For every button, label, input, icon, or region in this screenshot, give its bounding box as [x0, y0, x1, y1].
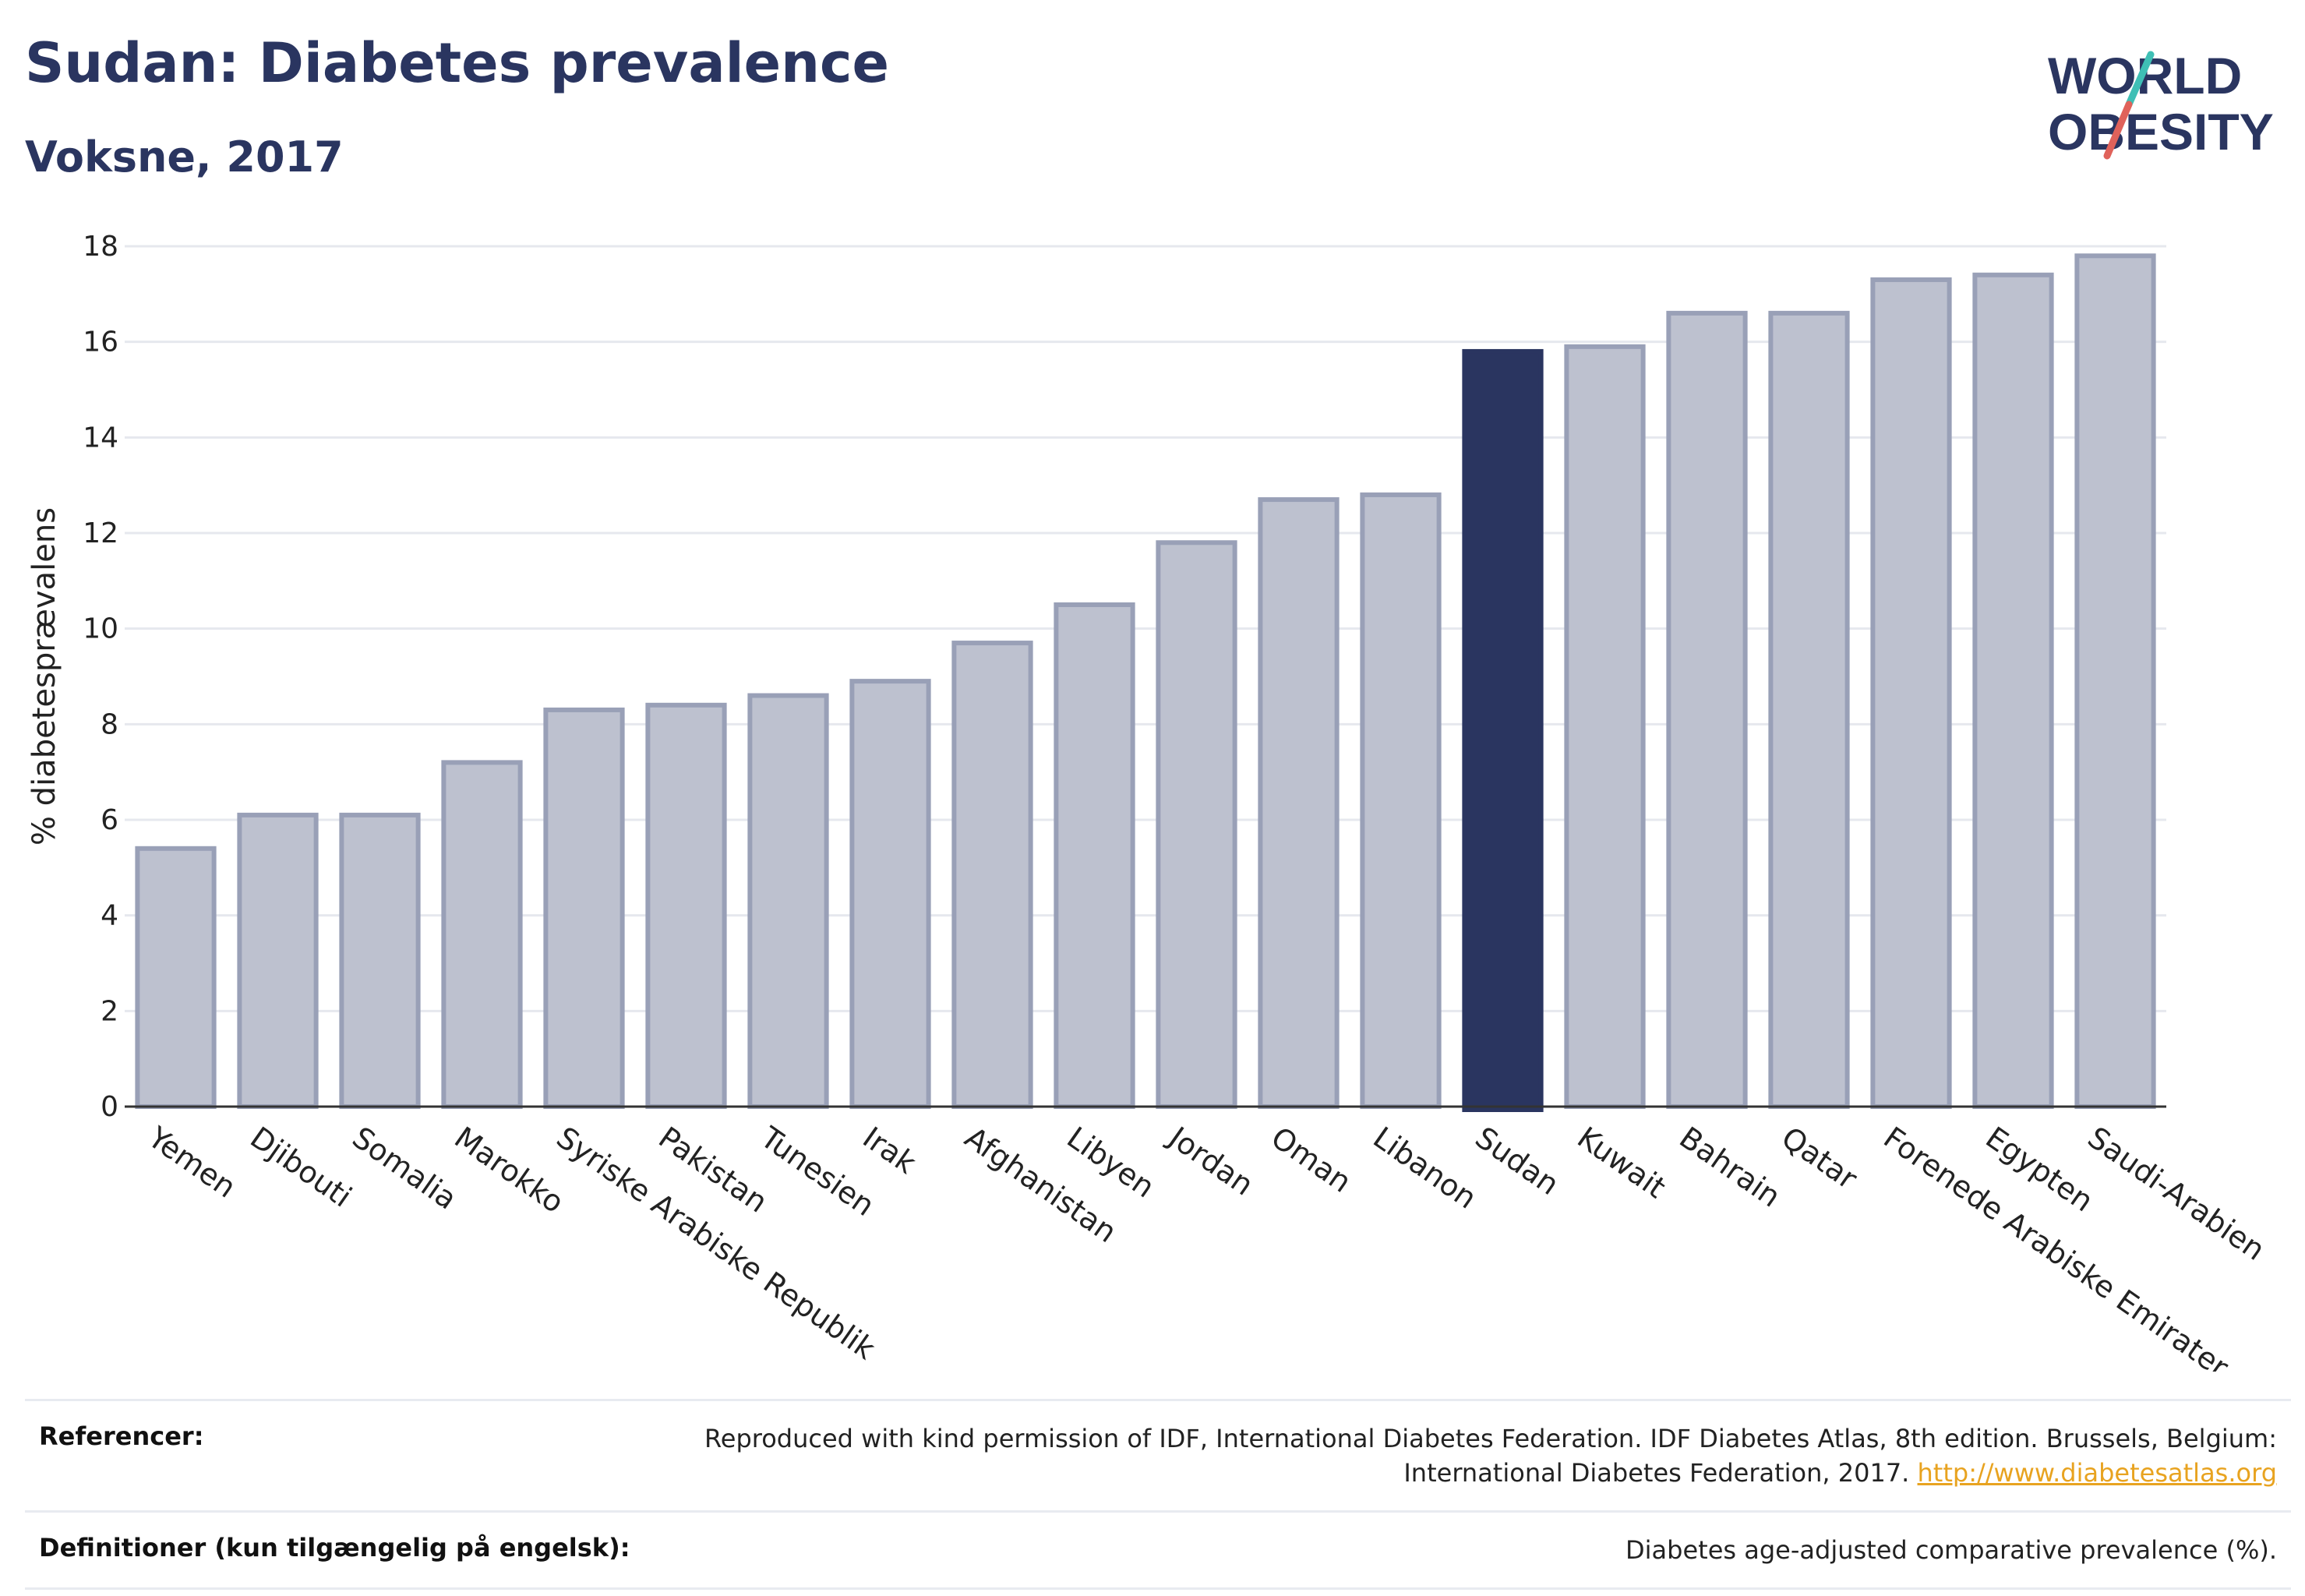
bar — [543, 707, 625, 1110]
bar — [339, 812, 421, 1109]
bar — [1768, 310, 1850, 1110]
y-tick-label: 2 — [101, 995, 118, 1027]
definitions-value: Diabetes age-adjusted comparative preval… — [1626, 1535, 2277, 1565]
references-row: Referencer: Reproduced with kind permiss… — [25, 1399, 2291, 1510]
chart-title: Sudan: Diabetes prevalence — [25, 31, 889, 95]
y-tick-label: 18 — [83, 231, 118, 263]
y-tick-label: 10 — [83, 613, 118, 645]
references-table: Referencer: Reproduced with kind permiss… — [25, 1399, 2291, 1590]
bar — [1054, 602, 1135, 1109]
y-tick-label: 16 — [83, 327, 118, 358]
references-text: Reproduced with kind permission of IDF, … — [704, 1424, 2277, 1488]
bar — [1360, 492, 1442, 1109]
chart-subtitle: Voksne, 2017 — [25, 132, 344, 182]
y-tick-label: 12 — [83, 517, 118, 549]
x-tick-label: Djibouti — [244, 1120, 358, 1214]
bar-chart: 0 2 4 6 8 10 12 14 16 18 Yemen DjiboutiSomaliaMaro… — [26, 231, 2271, 1372]
definitions-label: Definitioner (kun tilgængelig på engelsk… — [39, 1533, 630, 1562]
bar — [1666, 310, 1748, 1110]
bar — [1870, 277, 1952, 1109]
y-axis-ticks: 0 2 4 6 8 10 12 14 16 18 — [83, 231, 118, 1123]
logo-slash-red — [2103, 101, 2133, 160]
bar — [849, 679, 931, 1109]
references-label: Referencer: — [39, 1421, 204, 1451]
definitions-row: Definitioner (kun tilgængelig på engelsk… — [25, 1510, 2291, 1590]
logo-slash-teal — [2125, 51, 2155, 108]
x-tick-label: Bahrain — [1673, 1120, 1787, 1213]
y-tick-label: 0 — [101, 1091, 118, 1123]
y-tick-label: 4 — [101, 900, 118, 932]
bar-highlighted — [1462, 348, 1544, 1112]
x-tick-label: Somalia — [346, 1120, 463, 1216]
y-axis-label: % diabetesprævalens — [26, 507, 62, 846]
x-tick-label: Oman — [1265, 1120, 1357, 1199]
bar — [1972, 272, 2054, 1109]
bar — [747, 693, 829, 1109]
x-tick-label: Marokko — [448, 1120, 570, 1220]
y-tick-label: 6 — [101, 804, 118, 836]
bar — [135, 846, 217, 1109]
x-tick-label: Kuwait — [1571, 1120, 1671, 1205]
bar — [1156, 540, 1237, 1109]
bar — [441, 760, 523, 1110]
bar — [1258, 497, 1340, 1110]
bar — [645, 702, 727, 1109]
x-tick-label: Qatar — [1775, 1120, 1863, 1196]
bar — [951, 641, 1033, 1109]
x-tick-label: Forenede Arabiske Emirater — [1877, 1120, 2235, 1372]
x-tick-label: Irak — [856, 1120, 922, 1180]
world-obesity-logo: WORLD OBESITY — [2048, 47, 2274, 161]
references-link[interactable]: http://www.diabetesatlas.org — [1917, 1458, 2277, 1488]
x-tick-label: Yemen — [142, 1120, 242, 1205]
x-tick-label: Saudi-Arabien — [2081, 1120, 2271, 1267]
references-value: Reproduced with kind permission of IDF, … — [679, 1421, 2277, 1490]
y-tick-label: 8 — [101, 708, 118, 740]
bar — [1564, 344, 1646, 1110]
logo-line-obesity: OBESITY — [2048, 103, 2274, 161]
x-tick-label: Tunesien — [754, 1120, 881, 1223]
x-tick-label: Sudan — [1469, 1120, 1565, 1202]
grid-lines — [125, 245, 2166, 1012]
x-tick-label: Libanon — [1367, 1120, 1483, 1215]
bar — [237, 812, 319, 1109]
y-tick-label: 14 — [83, 422, 118, 454]
bar — [2074, 253, 2156, 1109]
bars — [135, 253, 2156, 1112]
x-tick-label: Jordan — [1162, 1119, 1260, 1202]
